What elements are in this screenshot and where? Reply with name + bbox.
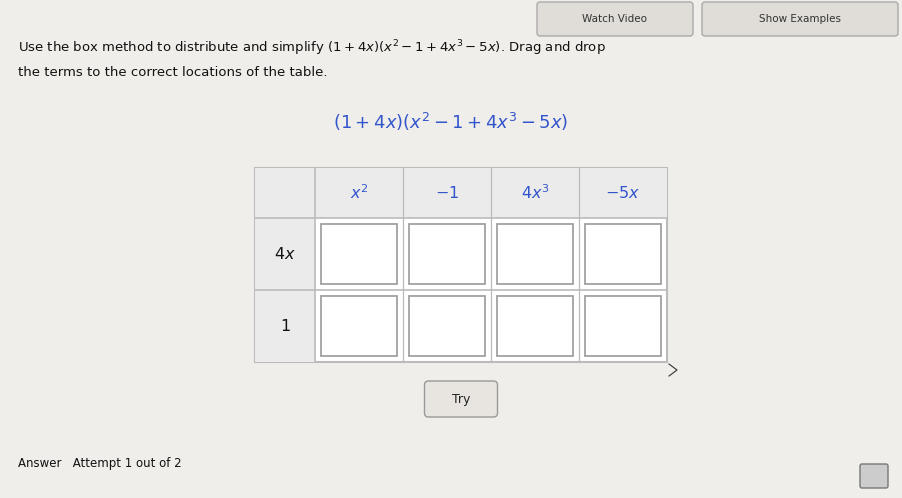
Bar: [409, 224, 484, 284]
Text: $4x^3$: $4x^3$: [520, 184, 548, 202]
FancyBboxPatch shape: [701, 2, 897, 36]
Text: Try: Try: [451, 392, 470, 405]
FancyBboxPatch shape: [537, 2, 692, 36]
Text: $(1+4x)(x^2-1+4x^3-5x)$: $(1+4x)(x^2-1+4x^3-5x)$: [333, 111, 568, 133]
Text: the terms to the correct locations of the table.: the terms to the correct locations of th…: [18, 66, 327, 79]
Bar: [320, 296, 397, 356]
Text: $4x$: $4x$: [274, 246, 296, 262]
Bar: [496, 296, 573, 356]
Bar: [254, 290, 315, 362]
FancyBboxPatch shape: [424, 381, 497, 417]
Bar: [254, 218, 315, 290]
Text: $x^2$: $x^2$: [349, 184, 368, 202]
Text: $1$: $1$: [280, 318, 290, 334]
Bar: [320, 224, 397, 284]
Bar: [254, 168, 667, 218]
Bar: [496, 224, 573, 284]
Text: $-1$: $-1$: [435, 185, 458, 201]
Text: $-5x$: $-5x$: [604, 185, 640, 201]
Bar: [254, 168, 667, 362]
Bar: [584, 296, 660, 356]
Bar: [409, 296, 484, 356]
Text: Show Examples: Show Examples: [759, 14, 840, 24]
Text: Watch Video: Watch Video: [582, 14, 647, 24]
Text: Answer   Attempt 1 out of 2: Answer Attempt 1 out of 2: [18, 457, 181, 470]
Text: Use the box method to distribute and simplify $(1+4x)(x^2-1+4x^3-5x)$. Drag and : Use the box method to distribute and sim…: [18, 38, 605, 58]
Bar: [584, 224, 660, 284]
FancyBboxPatch shape: [859, 464, 887, 488]
